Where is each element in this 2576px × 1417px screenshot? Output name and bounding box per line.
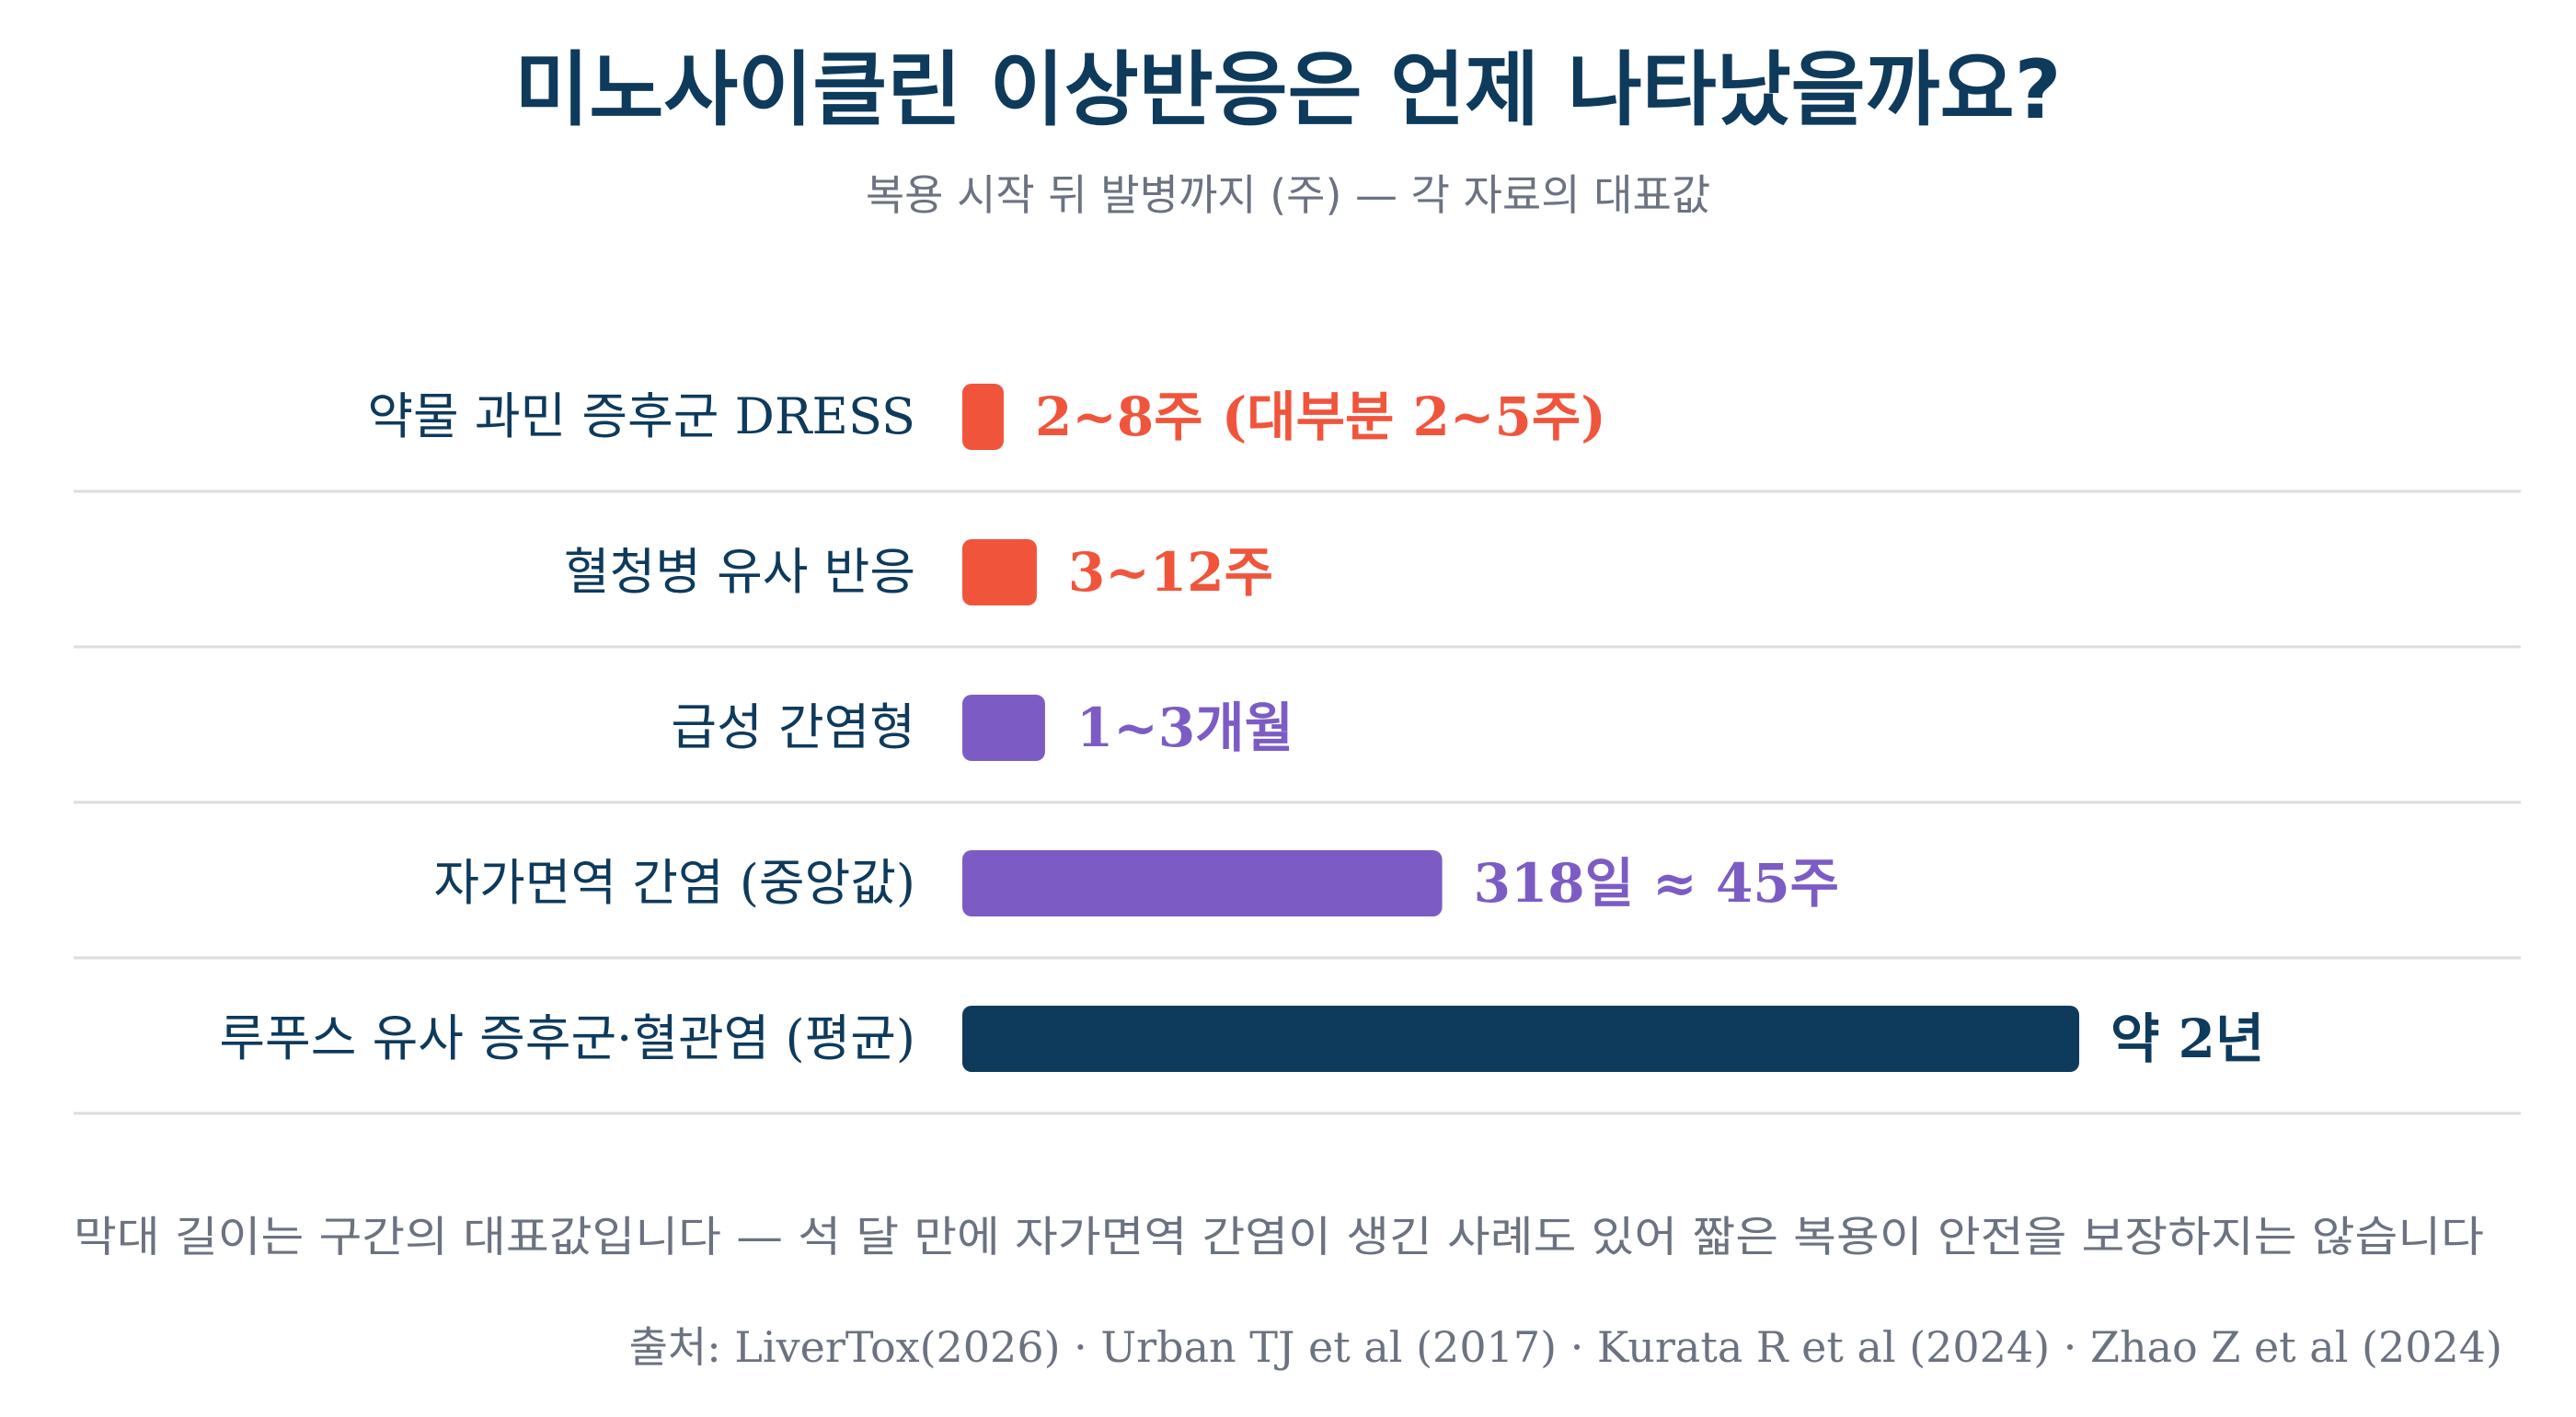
bar bbox=[962, 539, 1037, 605]
category-label: 자가면역 간염 (중앙값) bbox=[433, 854, 915, 912]
bar bbox=[962, 850, 1443, 916]
value-label: 3~12주 bbox=[1068, 541, 1273, 604]
chart-note: 막대 길이는 구간의 대표값입니다 — 석 달 만에 자가면역 간염이 생긴 사… bbox=[74, 1212, 2484, 1261]
plot-area: 약물 과민 증후군 DRESS 2~8주 (대부분 2~5주) 혈청병 유사 반응 3… bbox=[74, 384, 2521, 1115]
chart-title: 미노사이클린 이상반응은 언제 나타났을까요? bbox=[514, 42, 2061, 137]
chart-subtitle: 복용 시작 뒤 발병까지 (주) — 각 자료의 대표값 bbox=[866, 170, 1710, 220]
bar bbox=[962, 384, 1004, 450]
category-label: 루푸스 유사 증후군·혈관염 (평균) bbox=[219, 1009, 915, 1067]
value-label: 2~8주 (대부분 2~5주) bbox=[1035, 386, 1606, 448]
value-label: 318일 ≈ 45주 bbox=[1474, 852, 1840, 915]
category-label: 혈청병 유사 반응 bbox=[564, 543, 915, 601]
category-label: 약물 과민 증후군 DRESS bbox=[367, 387, 915, 445]
category-label: 급성 간염형 bbox=[671, 698, 915, 756]
value-label: 1~3개월 bbox=[1076, 697, 1294, 759]
bar bbox=[962, 695, 1045, 761]
chart-source: 출처: LiverTox(2026) · Urban TJ et al (201… bbox=[629, 1322, 2502, 1372]
value-label: 약 2년 bbox=[2110, 1008, 2264, 1070]
bar bbox=[962, 1006, 2079, 1072]
